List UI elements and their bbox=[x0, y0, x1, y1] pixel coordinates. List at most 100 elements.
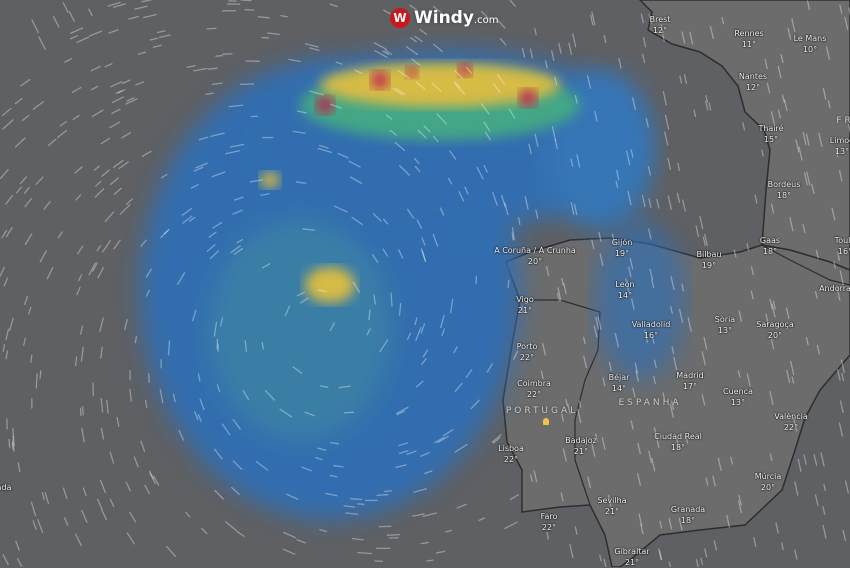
wind-streak bbox=[575, 527, 577, 534]
wind-streak bbox=[823, 526, 826, 539]
city-temperature: 15° bbox=[758, 134, 783, 145]
city-temperature: 13° bbox=[830, 146, 850, 157]
wind-streak bbox=[391, 293, 392, 306]
city-name: Andorra bbox=[819, 283, 850, 294]
wind-streak bbox=[535, 29, 536, 35]
wind-streak bbox=[569, 43, 571, 54]
brand-name: Windy bbox=[414, 8, 474, 28]
wind-streak bbox=[22, 115, 28, 120]
wind-streak bbox=[2, 108, 10, 115]
wind-streak bbox=[226, 522, 237, 531]
wind-streak bbox=[71, 28, 83, 33]
city-name: Porto bbox=[517, 341, 538, 352]
wind-streak bbox=[479, 518, 485, 520]
wind-streak bbox=[842, 374, 844, 381]
wind-streak bbox=[9, 440, 10, 448]
city-name: Le Mans bbox=[794, 33, 827, 44]
wind-streak bbox=[98, 499, 103, 509]
city-label[interactable]: Limog13° bbox=[830, 135, 850, 157]
wind-streak bbox=[105, 212, 113, 221]
city-label[interactable]: Andorra bbox=[819, 283, 850, 294]
wind-streak bbox=[96, 181, 101, 186]
wind-streak bbox=[134, 457, 138, 467]
city-name: Valladolid bbox=[632, 319, 671, 330]
wind-streak bbox=[38, 520, 43, 533]
wind-streak bbox=[138, 52, 145, 54]
wind-streak bbox=[95, 189, 103, 197]
wind-streak bbox=[330, 4, 337, 6]
city-temperature: 22° bbox=[517, 389, 551, 400]
city-temperature: 21° bbox=[565, 446, 597, 457]
wind-streak bbox=[150, 38, 157, 40]
wind-streak bbox=[776, 523, 778, 533]
wind-streak bbox=[839, 423, 842, 436]
wind-streak bbox=[6, 351, 7, 359]
wind-streak bbox=[668, 158, 670, 169]
wind-streak bbox=[619, 59, 621, 68]
wind-streak bbox=[39, 37, 45, 49]
wind-streak bbox=[680, 76, 682, 83]
wind-streak bbox=[18, 559, 22, 567]
city-temperature: 13° bbox=[723, 397, 753, 408]
wind-streak bbox=[130, 389, 131, 401]
wind-streak bbox=[25, 234, 31, 244]
wind-streak bbox=[237, 531, 244, 536]
city-temperature: 22° bbox=[774, 422, 808, 433]
wind-streak bbox=[523, 49, 525, 58]
wind-streak bbox=[696, 560, 699, 567]
city-name: Toule bbox=[835, 235, 850, 246]
windy-logo[interactable]: W Windy.com bbox=[390, 8, 498, 28]
city-temperature: 20° bbox=[494, 256, 576, 267]
wind-streak bbox=[268, 33, 279, 34]
city-label[interactable]: Toule16° bbox=[835, 235, 850, 257]
wind-streak bbox=[40, 251, 46, 262]
wind-streak bbox=[129, 17, 138, 20]
city-name: Brest bbox=[650, 14, 671, 25]
wind-streak bbox=[0, 170, 8, 179]
wind-streak bbox=[6, 329, 9, 340]
wind-streak bbox=[110, 452, 113, 463]
wind-streak bbox=[36, 177, 43, 184]
wind-streak bbox=[136, 82, 144, 85]
city-name: Coimbra bbox=[517, 378, 551, 389]
wind-streak bbox=[283, 549, 294, 554]
wind-streak bbox=[600, 555, 601, 561]
wind-streak bbox=[530, 49, 532, 58]
wind-streak bbox=[76, 195, 81, 200]
location-pin-icon[interactable] bbox=[543, 418, 549, 425]
wind-streak bbox=[215, 491, 223, 499]
wind-streak bbox=[194, 69, 207, 71]
city-label[interactable]: ada bbox=[0, 482, 11, 493]
wind-streak bbox=[202, 528, 207, 533]
